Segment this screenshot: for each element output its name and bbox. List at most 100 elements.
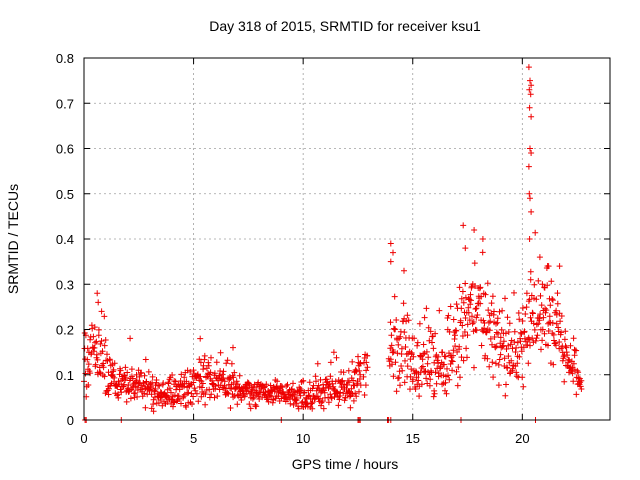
data-point — [528, 208, 535, 215]
data-point — [94, 356, 101, 363]
data-point — [211, 394, 218, 401]
data-point — [122, 374, 129, 381]
data-point — [526, 296, 533, 303]
data-point — [351, 382, 358, 389]
data-point — [500, 338, 507, 345]
data-points — [81, 64, 585, 423]
data-point — [561, 378, 568, 385]
data-point — [573, 347, 580, 354]
data-point — [473, 305, 480, 312]
data-point — [569, 370, 576, 377]
data-point — [85, 382, 92, 388]
data-point — [442, 353, 449, 360]
data-point — [187, 368, 194, 375]
data-point — [142, 356, 149, 363]
data-point — [527, 77, 533, 84]
y-tick-label: 0.8 — [56, 51, 74, 66]
data-point — [253, 384, 260, 391]
data-point — [98, 338, 105, 344]
data-point — [355, 353, 361, 360]
data-point — [564, 352, 571, 359]
data-point — [423, 305, 430, 312]
data-point — [513, 369, 520, 376]
data-point — [399, 367, 406, 374]
data-point — [224, 389, 231, 396]
data-point — [553, 342, 559, 349]
data-point — [479, 236, 486, 242]
data-point — [171, 392, 178, 399]
data-point — [459, 288, 466, 295]
data-point — [312, 373, 319, 380]
data-point — [136, 373, 143, 380]
data-point — [453, 327, 460, 334]
data-point — [152, 386, 159, 392]
data-point — [110, 366, 117, 373]
data-point — [527, 276, 534, 283]
data-point — [549, 296, 556, 302]
data-point — [416, 320, 423, 327]
data-point — [325, 399, 332, 406]
data-point — [94, 290, 101, 297]
data-point — [449, 367, 456, 374]
data-point — [542, 309, 549, 316]
data-point — [474, 312, 481, 318]
data-point — [486, 327, 493, 334]
data-point — [528, 82, 535, 89]
data-point — [253, 403, 260, 410]
data-point — [393, 317, 400, 323]
data-point — [345, 367, 352, 374]
data-point — [544, 282, 551, 289]
data-point — [571, 352, 578, 359]
data-point — [471, 260, 478, 267]
data-point — [502, 392, 509, 399]
data-point — [502, 330, 509, 337]
data-point — [267, 392, 274, 399]
data-point — [537, 311, 544, 318]
data-point — [352, 366, 359, 373]
data-point — [536, 254, 543, 261]
data-point — [92, 339, 99, 346]
data-point — [356, 388, 362, 395]
data-point — [261, 384, 267, 391]
data-point — [224, 357, 231, 364]
data-point — [553, 320, 560, 327]
data-point — [320, 405, 327, 412]
data-point — [497, 334, 504, 341]
data-point — [333, 354, 340, 361]
data-point — [354, 380, 361, 387]
data-point — [388, 332, 395, 339]
data-point — [274, 378, 281, 385]
data-point — [89, 325, 96, 332]
data-point — [541, 330, 548, 337]
data-point — [202, 401, 209, 408]
data-point — [524, 342, 531, 348]
y-tick-label: 0.3 — [56, 277, 74, 292]
x-axis-label: GPS time / hours — [292, 456, 399, 472]
data-point — [420, 351, 427, 358]
data-point — [545, 342, 551, 349]
data-point — [223, 360, 230, 367]
data-point — [356, 367, 363, 374]
data-point — [520, 383, 527, 390]
data-point — [511, 289, 517, 296]
data-point — [327, 373, 334, 380]
data-point — [414, 342, 421, 349]
data-point — [340, 369, 347, 376]
data-point — [214, 393, 221, 400]
data-point — [513, 344, 520, 351]
data-point — [459, 322, 466, 329]
data-point — [436, 307, 443, 314]
data-point — [444, 365, 450, 372]
y-tick-label: 0.1 — [56, 368, 74, 383]
data-point — [300, 377, 307, 384]
data-point — [442, 387, 448, 394]
data-point — [488, 300, 495, 307]
data-point — [470, 319, 477, 325]
data-point — [314, 360, 321, 367]
data-point — [402, 357, 408, 364]
data-point — [504, 365, 511, 371]
data-point — [117, 367, 124, 374]
data-point — [111, 374, 118, 381]
data-point — [227, 405, 234, 411]
data-point — [486, 363, 493, 370]
